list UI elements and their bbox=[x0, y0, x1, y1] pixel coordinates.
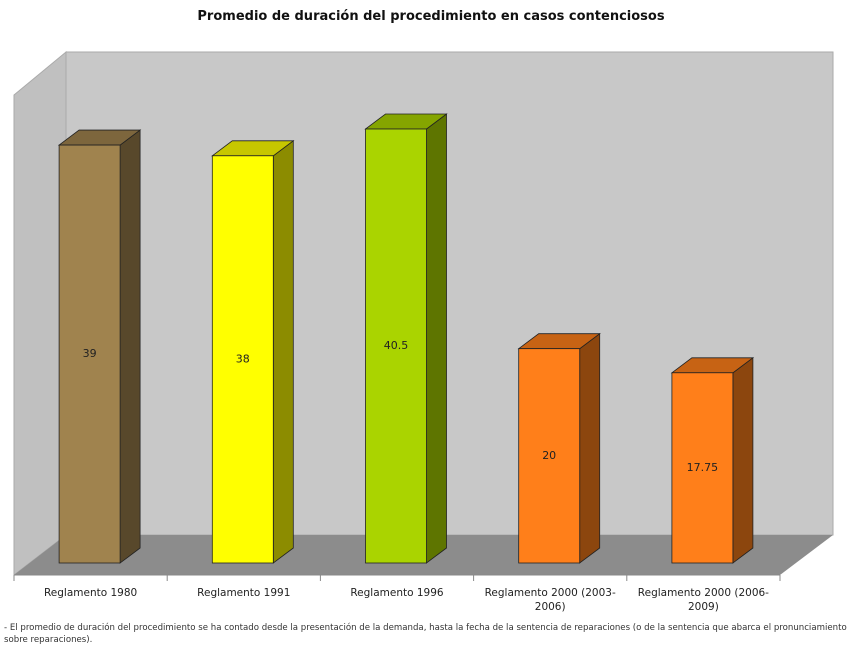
x-tick-label: Reglamento 2000 (2006-2009) bbox=[637, 587, 769, 613]
bar bbox=[211, 155, 274, 564]
chart-title: Promedio de duración del procedimiento e… bbox=[197, 9, 664, 24]
value-label: 17.75 bbox=[687, 461, 719, 474]
left-wall bbox=[13, 50, 67, 577]
x-label-box: Reglamento 2000 (2006-2009) bbox=[637, 587, 769, 613]
x-tick-label: Reglamento 1996 bbox=[350, 587, 444, 599]
bar-side bbox=[119, 129, 141, 564]
value-label: 40.5 bbox=[384, 339, 409, 352]
x-tick-label: Reglamento 1991 bbox=[197, 587, 291, 599]
x-label-box: Reglamento 1991 bbox=[197, 587, 291, 599]
bar bbox=[671, 372, 734, 564]
bar bbox=[365, 128, 427, 564]
x-tick-label: Reglamento 2000 (2003-2006) bbox=[484, 587, 616, 613]
x-label-box: Reglamento 1996 bbox=[350, 587, 444, 599]
x-tick-label: Reglamento 1980 bbox=[43, 587, 138, 599]
bar bbox=[58, 144, 121, 564]
bar-side bbox=[732, 356, 754, 564]
bar-side bbox=[272, 139, 294, 564]
value-label: 38 bbox=[236, 352, 250, 365]
value-label: 39 bbox=[83, 347, 97, 360]
bar bbox=[518, 348, 581, 564]
footnote: - El promedio de duración del procedimie… bbox=[4, 623, 847, 645]
bar-side bbox=[579, 332, 601, 564]
x-label-box: Reglamento 1980 bbox=[43, 587, 138, 599]
value-label: 20 bbox=[542, 449, 556, 462]
x-label-box: Reglamento 2000 (2003-2006) bbox=[484, 587, 616, 613]
bar-side bbox=[426, 113, 447, 564]
